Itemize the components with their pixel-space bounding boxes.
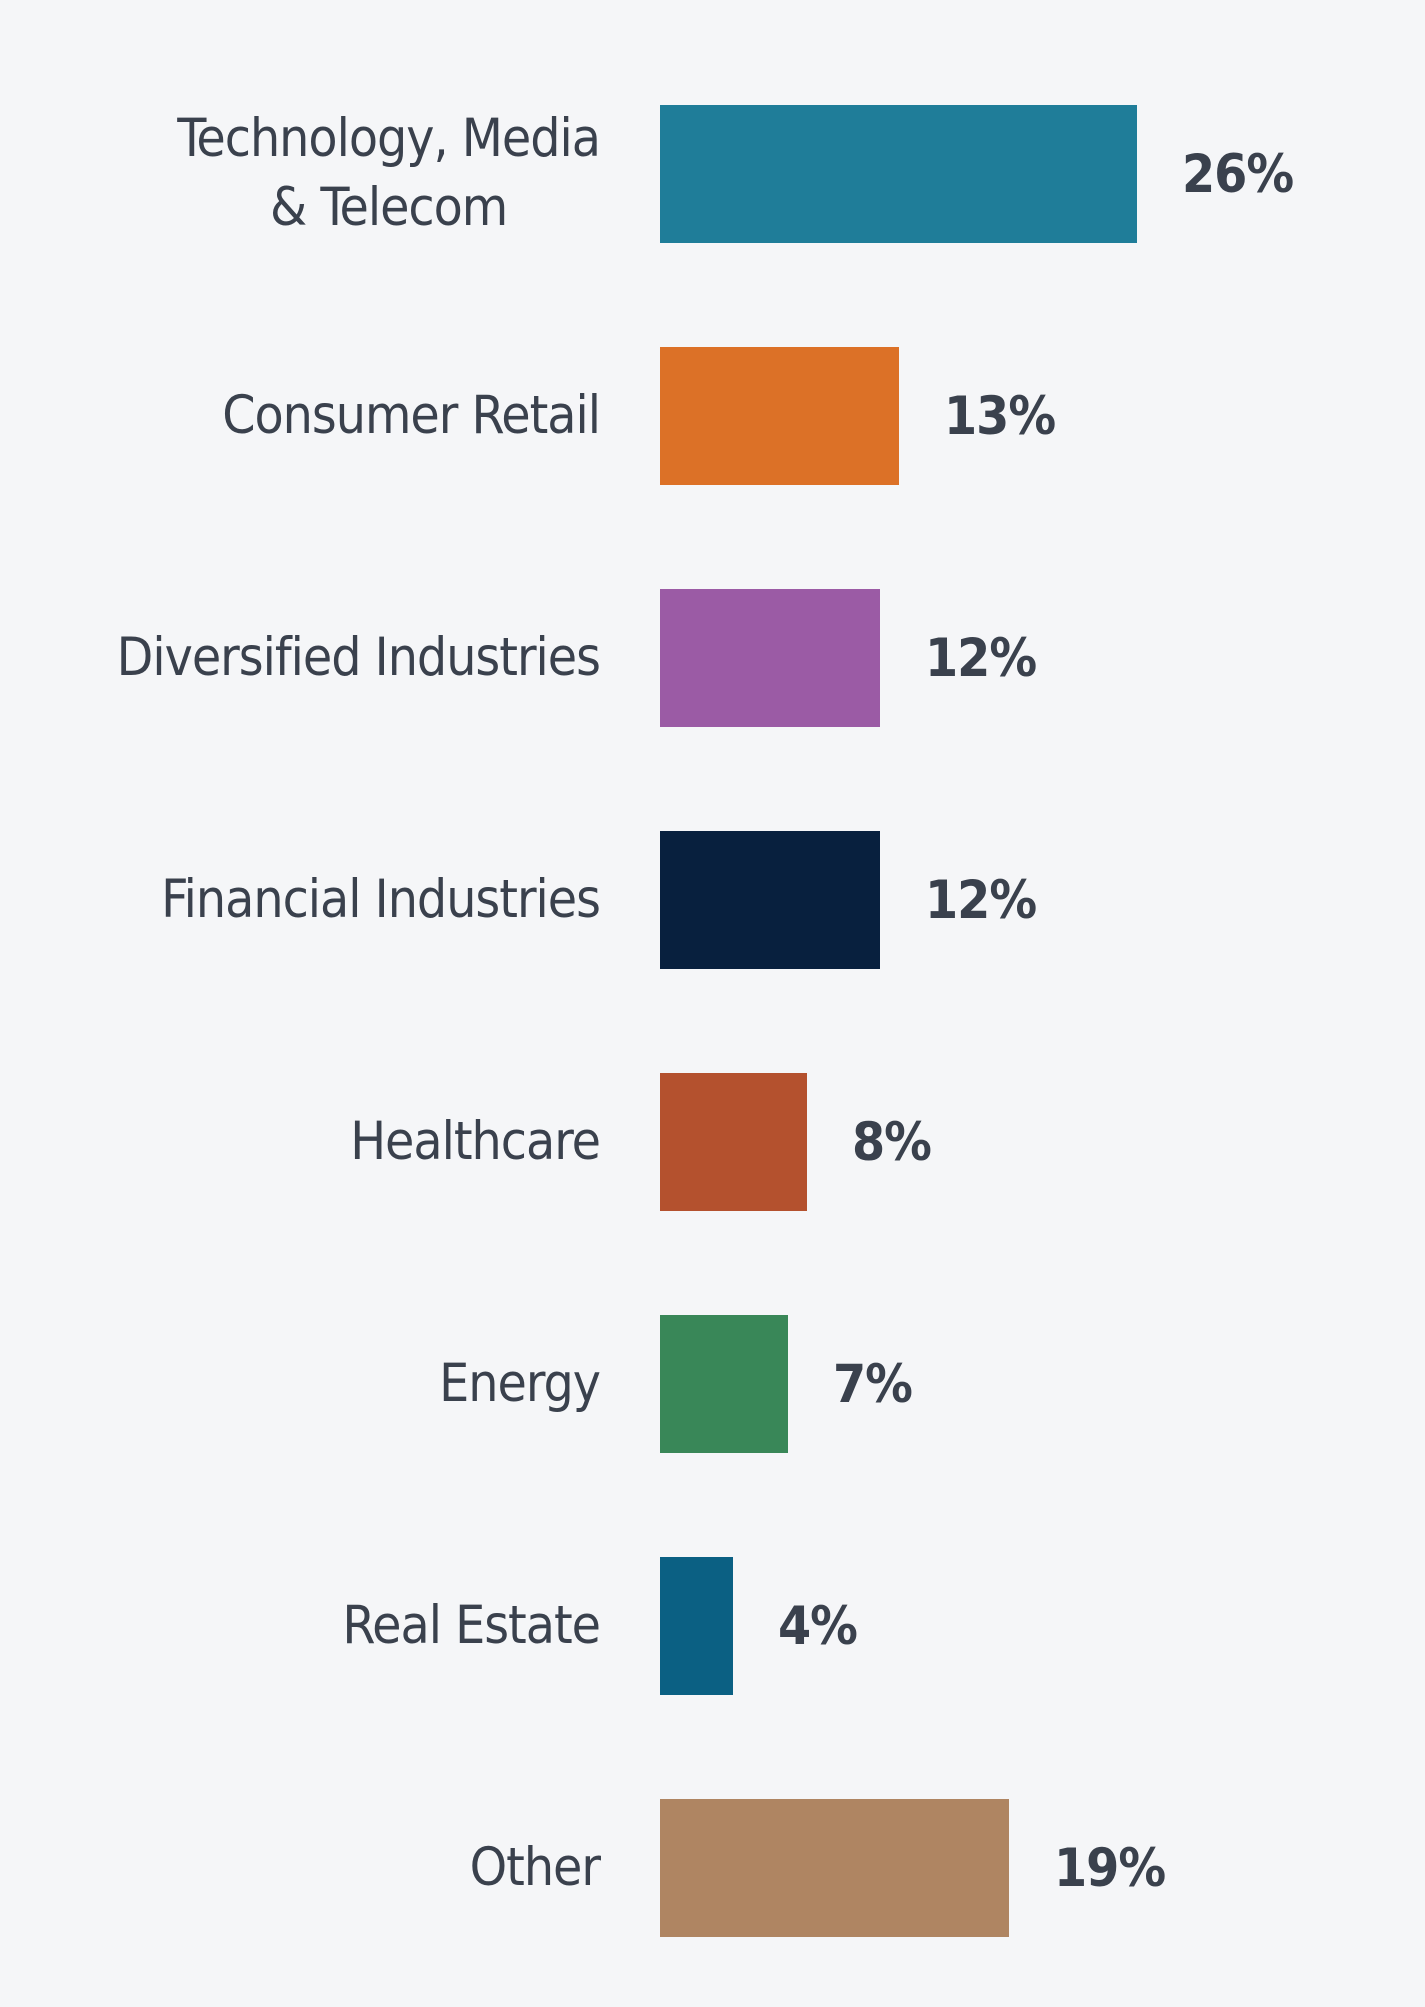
chart-row: Technology, Media & Telecom 26% bbox=[0, 105, 1425, 243]
sector-allocation-bar-chart: Technology, Media & Telecom 26% Consumer… bbox=[0, 105, 1425, 1937]
category-label: Other bbox=[469, 1836, 601, 1898]
bar-cell: 26% bbox=[660, 105, 1294, 243]
category-label-cell: Real Estate bbox=[0, 1592, 601, 1661]
category-label-cell: Diversified Industries bbox=[0, 624, 601, 693]
category-label-cell: Consumer Retail bbox=[0, 382, 601, 451]
chart-row: Healthcare 8% bbox=[0, 1073, 1425, 1211]
category-label-cell: Other bbox=[0, 1834, 601, 1903]
chart-row: Financial Industries 12% bbox=[0, 831, 1425, 969]
bar bbox=[660, 105, 1137, 243]
bar bbox=[660, 1073, 807, 1211]
bar-cell: 12% bbox=[660, 831, 1037, 969]
bar bbox=[660, 347, 899, 485]
value-label: 12% bbox=[925, 869, 1037, 931]
category-label-cell: Financial Industries bbox=[0, 866, 601, 935]
value-label: 12% bbox=[925, 627, 1037, 689]
bar bbox=[660, 1799, 1009, 1937]
bar-cell: 19% bbox=[660, 1799, 1166, 1937]
bar-cell: 4% bbox=[660, 1557, 858, 1695]
bar-cell: 7% bbox=[660, 1315, 913, 1453]
value-label: 26% bbox=[1182, 143, 1294, 205]
category-label: Energy bbox=[439, 1352, 601, 1414]
bar bbox=[660, 1557, 733, 1695]
chart-row: Diversified Industries 12% bbox=[0, 589, 1425, 727]
bar bbox=[660, 1315, 788, 1453]
chart-row: Consumer Retail 13% bbox=[0, 347, 1425, 485]
category-label: Technology, Media & Telecom bbox=[177, 108, 601, 238]
category-label: Consumer Retail bbox=[222, 384, 601, 446]
chart-row: Real Estate 4% bbox=[0, 1557, 1425, 1695]
bar-cell: 12% bbox=[660, 589, 1037, 727]
category-label: Financial Industries bbox=[161, 868, 601, 930]
category-label-cell: Healthcare bbox=[0, 1108, 601, 1177]
value-label: 7% bbox=[833, 1353, 913, 1415]
value-label: 8% bbox=[852, 1111, 932, 1173]
category-label-cell: Energy bbox=[0, 1350, 601, 1419]
category-label: Healthcare bbox=[350, 1110, 601, 1172]
value-label: 4% bbox=[778, 1595, 858, 1657]
bar bbox=[660, 589, 880, 727]
category-label: Diversified Industries bbox=[116, 626, 601, 688]
value-label: 19% bbox=[1054, 1837, 1166, 1899]
category-label: Real Estate bbox=[342, 1594, 601, 1656]
chart-row: Energy 7% bbox=[0, 1315, 1425, 1453]
bar-cell: 13% bbox=[660, 347, 1056, 485]
category-label-cell: Technology, Media & Telecom bbox=[0, 105, 601, 243]
chart-row: Other 19% bbox=[0, 1799, 1425, 1937]
value-label: 13% bbox=[944, 385, 1056, 447]
bar bbox=[660, 831, 880, 969]
bar-cell: 8% bbox=[660, 1073, 932, 1211]
